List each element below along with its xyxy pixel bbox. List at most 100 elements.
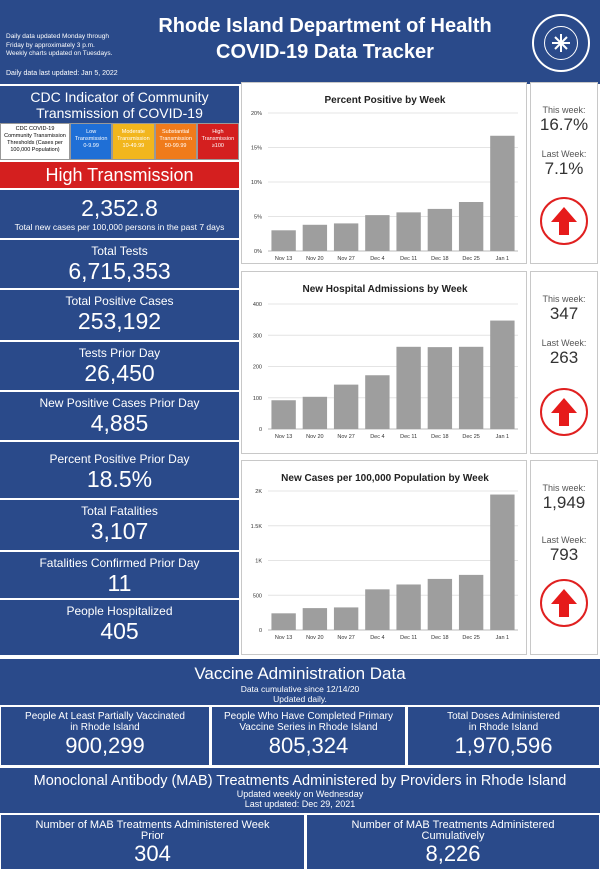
- card-label: Vaccine Series in Rhode Island: [239, 722, 378, 733]
- vaccine-title: Vaccine Administration Data: [194, 664, 406, 683]
- note-line: Weekly charts updated on Tuesdays.: [6, 50, 113, 57]
- bar: [271, 400, 296, 429]
- x-tick-label: Dec 25: [462, 434, 479, 440]
- vaccine-section-header: Vaccine Administration Data Data cumulat…: [0, 659, 600, 705]
- level-range: ≥100: [211, 143, 224, 149]
- hospital-admissions-chart: New Hospital Admissions by Week 0 100 200 30…: [253, 284, 518, 440]
- stat-value: 405: [100, 618, 139, 644]
- trend-up-arrow-icon: [540, 579, 588, 627]
- bar: [302, 224, 328, 251]
- page-title-line2: COVID-19 Data Tracker: [216, 41, 434, 63]
- bar: [458, 346, 484, 429]
- y-tick-label: 10%: [251, 180, 262, 186]
- update-schedule-note: Daily data updated Monday through Friday…: [6, 33, 112, 59]
- stat-tile: Total Positive Cases 253,192: [0, 290, 239, 340]
- seal-inner-ring: [544, 26, 578, 60]
- x-tick-label: Dec 4: [370, 256, 384, 262]
- card-label: Prior: [140, 830, 165, 842]
- bar: [365, 589, 390, 630]
- x-tick-label: Dec 18: [431, 256, 448, 262]
- bar: [333, 223, 359, 251]
- transmission-level-3: High Transmission ≥100: [196, 123, 239, 160]
- card-value: 1,970,596: [454, 733, 553, 758]
- card-label: in Rhode Island: [468, 722, 539, 733]
- y-tick-label: 400: [253, 302, 262, 308]
- stat-tile: Percent Positive Prior Day 18.5%: [0, 442, 239, 498]
- stat-label: People Hospitalized: [66, 604, 173, 618]
- bar: [490, 135, 515, 251]
- x-tick-label: Dec 4: [370, 635, 384, 641]
- stat-value: 6,715,353: [68, 258, 171, 284]
- x-tick-label: Nov 20: [306, 635, 323, 641]
- transmission-level-2: Substantial Transmission 50-99.99: [154, 123, 197, 160]
- x-tick-label: Nov 13: [275, 256, 292, 262]
- stat-value: 11: [107, 570, 132, 596]
- page-title-line1: Rhode Island Department of Health: [158, 15, 492, 37]
- new-cases-trend-panel: This week: 1,949 Last Week: 793: [530, 460, 598, 655]
- bar: [396, 346, 421, 429]
- card-value: 8,226: [425, 841, 481, 866]
- bar: [427, 347, 453, 429]
- stat-value: 26,450: [84, 360, 155, 386]
- bar: [302, 608, 328, 630]
- cdc-threshold-legend: CDC COVID-19 Community Transmission Thre…: [0, 123, 239, 160]
- card-value: 805,324: [268, 733, 349, 758]
- level-range: 0-9.99: [83, 143, 99, 149]
- x-tick-label: Nov 20: [306, 256, 323, 262]
- cdc-rate-value: 2,352.8: [81, 195, 158, 221]
- bar: [365, 375, 390, 429]
- cdc-rate-label: Total new cases per 100,000 persons in t…: [14, 222, 225, 232]
- y-tick-label: 0: [259, 427, 262, 433]
- new-cases-chart: New Cases per 100,000 Population by Week…: [251, 473, 518, 641]
- stat-tile: Total Tests 6,715,353: [0, 240, 239, 288]
- stat-label: New Positive Cases Prior Day: [39, 396, 200, 410]
- transmission-level-0: Low Transmission 0-9.99: [70, 123, 113, 160]
- level-range: 10-49.99: [122, 143, 145, 149]
- y-tick-label: 2K: [255, 489, 262, 495]
- y-tick-label: 20%: [251, 111, 262, 117]
- last-week-value: 7.1%: [544, 159, 584, 178]
- last-week-value: 263: [549, 348, 579, 367]
- trend-up-arrow-icon: [540, 388, 588, 436]
- stat-label: Tests Prior Day: [78, 346, 161, 360]
- transmission-level-1: Moderate Transmission 10-49.99: [112, 123, 155, 160]
- bar: [271, 613, 296, 630]
- bar: [333, 384, 359, 429]
- stat-tile: People Hospitalized 405: [0, 600, 239, 655]
- x-tick-label: Dec 11: [400, 256, 417, 262]
- percent-positive-chart-panel: Percent Positive by Week 0% 5% 10% 15% 20% Nov…: [241, 82, 527, 264]
- hospital-admissions-trend-panel: This week: 347 Last Week: 263: [530, 271, 598, 454]
- stat-label: Total Fatalities: [81, 504, 158, 518]
- bar: [365, 215, 390, 251]
- x-tick-label: Dec 11: [400, 635, 417, 641]
- stat-value: 18.5%: [86, 466, 153, 492]
- bar: [490, 320, 515, 429]
- bar: [427, 578, 453, 630]
- level-name: Substantial Transmission: [159, 129, 192, 142]
- y-tick-label: 0%: [254, 249, 262, 255]
- card-label: Total Doses Administered: [447, 711, 560, 722]
- health-department-seal-logo: [532, 14, 590, 72]
- note-line: Daily data updated Monday through: [6, 33, 109, 40]
- x-tick-label: Dec 4: [370, 434, 384, 440]
- vaccine-total-doses-card: Total Doses Administered in Rhode Island…: [407, 706, 600, 766]
- chart-title: Percent Positive by Week: [325, 95, 446, 106]
- stat-tile: Total Fatalities 3,107: [0, 500, 239, 550]
- x-tick-label: Dec 25: [462, 256, 479, 262]
- x-tick-label: Dec 25: [462, 635, 479, 641]
- y-tick-label: 1.5K: [251, 524, 263, 530]
- stat-tile: New Positive Cases Prior Day 4,885: [0, 392, 239, 440]
- x-tick-label: Nov 13: [275, 434, 292, 440]
- trend-up-arrow-icon: [540, 197, 588, 245]
- bar: [333, 607, 359, 630]
- card-label: in Rhode Island: [70, 722, 140, 733]
- y-tick-label: 1K: [255, 559, 262, 565]
- mab-last-updated: Last updated: Dec 29, 2021: [244, 799, 356, 809]
- this-week-value: 1,949: [542, 493, 586, 512]
- stat-label: Percent Positive Prior Day: [49, 452, 190, 466]
- bar: [427, 208, 453, 251]
- this-week-value: 16.7%: [539, 115, 589, 134]
- cdc-rate-panel: 2,352.8 Total new cases per 100,000 pers…: [0, 190, 239, 238]
- last-week-label: Last Week:: [541, 338, 587, 348]
- x-tick-label: Dec 11: [400, 434, 417, 440]
